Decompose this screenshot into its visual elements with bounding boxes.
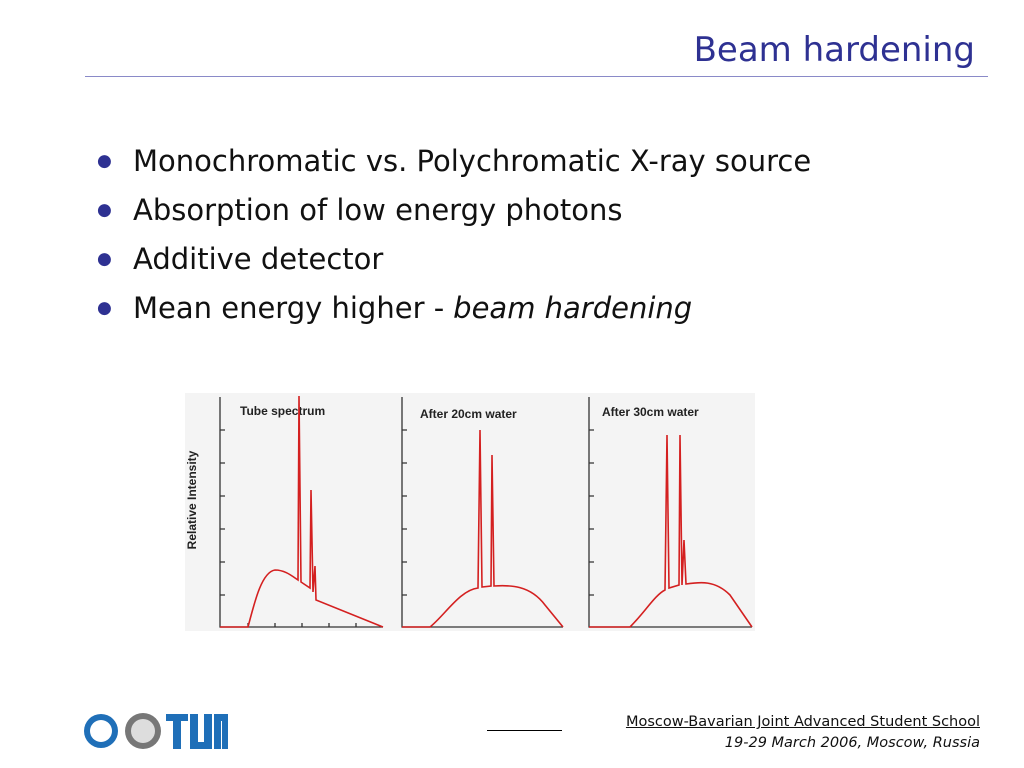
bullet-text: Monochromatic vs. Polychromatic X-ray so… — [133, 144, 812, 178]
footer: Moscow-Bavarian Joint Advanced Student S… — [626, 712, 980, 754]
panel-title: After 30cm water — [602, 405, 699, 419]
logo — [84, 713, 228, 749]
figure-background — [185, 393, 755, 631]
bullet: Additive detector — [95, 238, 811, 287]
footer-rule — [487, 730, 562, 731]
footer-event: 19-29 March 2006, Moscow, Russia — [724, 735, 980, 751]
bullet: Mean energy higher -beam hardening — [95, 287, 811, 336]
bullet-emphasis: beam hardening — [453, 291, 693, 325]
spectra — [220, 395, 753, 628]
title-rule — [85, 76, 988, 77]
bullet-text: Absorption of low energy photons — [133, 193, 623, 227]
slide-title: Beam hardening — [693, 30, 975, 70]
bullet-text: Mean energy higher - — [133, 291, 445, 325]
footer-school: Moscow-Bavarian Joint Advanced Student S… — [625, 714, 980, 730]
y-axis-label: Relative Intensity — [185, 450, 199, 549]
bullet-text: Additive detector — [133, 242, 384, 276]
panel-title: After 20cm water — [420, 407, 517, 421]
bullet: Absorption of low energy photons — [95, 189, 811, 238]
bullet: Monochromatic vs. Polychromatic X-ray so… — [95, 140, 811, 189]
bullet-list: Monochromatic vs. Polychromatic X-ray so… — [95, 140, 811, 336]
panel-title: Tube spectrum — [240, 404, 325, 418]
